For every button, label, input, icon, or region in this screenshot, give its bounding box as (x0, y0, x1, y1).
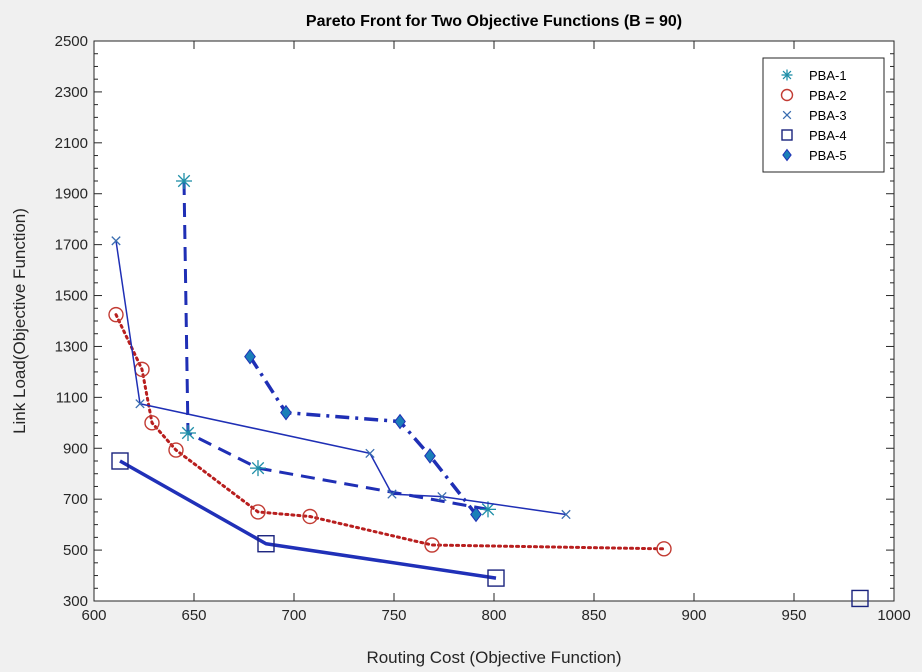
data-point-pba-2 (168, 442, 184, 458)
data-point-pba-4 (257, 535, 275, 553)
y-tick-label: 700 (63, 491, 88, 508)
series-line-pba-4 (119, 459, 497, 580)
x-tick-label: 600 (81, 607, 106, 624)
data-point-pba-5 (424, 448, 436, 464)
data-point-pba-4 (111, 452, 129, 470)
x-tick-label: 750 (381, 607, 406, 624)
y-axis-label: Link Load(Objective Function) (10, 208, 29, 434)
series-pba-1 (176, 173, 496, 518)
y-tick-label: 1700 (55, 237, 88, 254)
data-point-pba-2 (302, 508, 318, 525)
legend-label-pba-4: PBA-4 (809, 128, 847, 143)
y-tick-label: 300 (63, 593, 88, 610)
data-point-pba-3 (365, 448, 375, 459)
legend-label-pba-1: PBA-1 (809, 68, 847, 83)
legend-box (762, 57, 885, 173)
data-point-pba-2 (108, 306, 124, 323)
legend-marker-pba-4 (781, 129, 793, 141)
data-point-pba-1-stroke (251, 461, 265, 475)
y-tick-label: 1500 (55, 288, 88, 305)
data-point-pba-3-stroke (561, 509, 571, 520)
series-layer (108, 173, 869, 608)
data-point-pba-3 (561, 509, 571, 520)
y-tick-label: 2500 (55, 33, 88, 50)
legend-label-pba-5: PBA-5 (809, 148, 847, 163)
legend-marker-pba-1-stroke (782, 70, 792, 80)
data-point-pba-3-stroke (365, 448, 375, 459)
data-point-pba-5 (470, 506, 482, 523)
legend-marker-pba-1 (781, 69, 793, 81)
data-point-pba-1 (180, 425, 196, 441)
data-point-pba-4 (851, 589, 869, 608)
data-point-pba-1-stroke (177, 174, 191, 188)
data-point-pba-3-stroke (437, 491, 447, 502)
data-point-pba-2 (424, 537, 440, 553)
x-tick-label: 700 (281, 607, 306, 624)
data-point-pba-1-stroke (181, 426, 195, 440)
legend: PBA-1 PBA-2 PBA-3 PBA-4 PBA-5 (762, 57, 885, 173)
legend-marker-pba-3 (782, 110, 792, 120)
y-tick-label: 500 (63, 542, 88, 559)
x-tick-label: 650 (181, 607, 206, 624)
data-point-pba-1 (176, 173, 192, 189)
data-point-pba-1-stroke (481, 503, 495, 516)
x-tick-label: 900 (681, 607, 706, 624)
data-point-pba-2 (250, 504, 266, 520)
legend-marker-pba-5 (782, 148, 792, 162)
legend-label-pba-2: PBA-2 (809, 88, 847, 103)
x-tick-label: 1000 (877, 607, 910, 624)
data-point-pba-3 (111, 236, 121, 246)
plot-area (93, 40, 895, 602)
legend-label-pba-3: PBA-3 (809, 108, 847, 123)
data-point-pba-3-stroke (111, 236, 121, 246)
x-tick-label: 850 (581, 607, 606, 624)
data-point-pba-3 (387, 489, 397, 499)
x-tick-label: 800 (481, 607, 506, 624)
series-pba-5 (244, 348, 482, 523)
chart-title: Pareto Front for Two Objective Functions… (306, 13, 682, 30)
y-tick-label: 2100 (55, 135, 88, 152)
legend-marker-pba-2 (780, 88, 794, 102)
data-point-pba-3-stroke (135, 399, 145, 409)
y-tick-label: 1100 (56, 389, 88, 406)
data-point-pba-3 (437, 491, 447, 502)
data-point-pba-3 (135, 399, 145, 409)
data-point-pba-2 (656, 541, 672, 557)
data-point-pba-3-stroke (387, 489, 397, 499)
data-point-pba-2 (144, 415, 160, 431)
y-tick-label: 900 (63, 440, 88, 457)
series-line-pba-2 (114, 313, 666, 551)
data-point-pba-5 (244, 348, 256, 365)
axis-ticks: 600 650 700 750 800 850 900 950 1000 300 500 700 900… (55, 33, 911, 624)
y-tick-label: 2300 (55, 84, 88, 101)
y-tick-label: 1300 (55, 338, 88, 355)
series-pba-4 (111, 452, 869, 608)
y-tick-label: 1900 (55, 186, 88, 203)
series-line-pba-1 (182, 180, 489, 511)
data-point-pba-1 (480, 501, 496, 518)
data-point-pba-5 (280, 404, 292, 421)
data-point-pba-4 (487, 569, 505, 587)
data-point-pba-5 (394, 413, 406, 430)
x-axis-label: Routing Cost (Objective Function) (366, 648, 621, 667)
legend-marker-pba-3-stroke (782, 110, 792, 120)
x-tick-label: 950 (781, 607, 806, 624)
data-point-pba-1 (250, 460, 266, 477)
